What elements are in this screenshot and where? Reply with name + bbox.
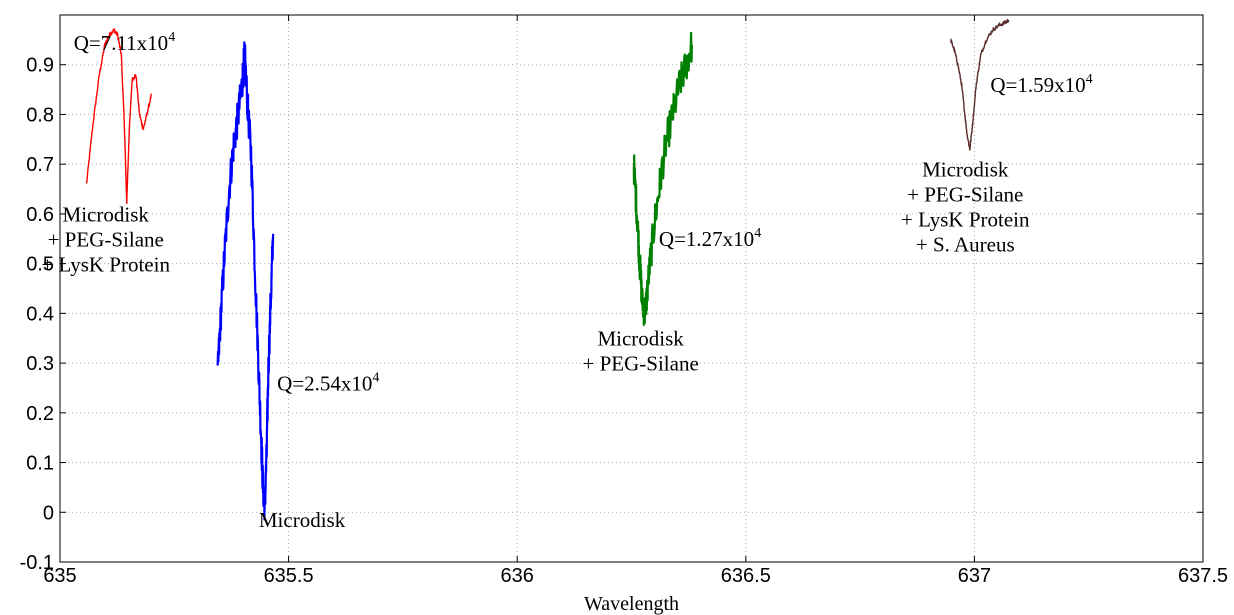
sample-label-line: + LysK Protein: [901, 208, 1030, 232]
sample-label-line: + PEG-Silane: [583, 352, 699, 376]
x-tick-label: 636.5: [721, 565, 771, 587]
y-axis-ticks: -0.1 0 0.1 0.2 0.3 0.4 0.5 0.6 0.7 0.8 0.9: [20, 55, 1203, 574]
annotations: Q=7.11x104Q=2.54x104Q=1.27x104Q=1.59x104…: [41, 30, 1092, 532]
sample-label: Microdisk: [259, 508, 346, 532]
x-axis-ticks: 635 635.5 636 636.5 637 637.5: [43, 15, 1228, 587]
y-tick-label: 0.3: [26, 353, 54, 375]
x-tick-label: 637: [958, 565, 991, 587]
x-tick-label: 635.5: [264, 565, 314, 587]
q-factor-exponent: 4: [168, 30, 175, 45]
series-line-4: [950, 18, 1010, 151]
sample-label-line: + LysK Protein: [41, 252, 170, 276]
x-tick-label: 635: [43, 565, 76, 587]
y-tick-label: 0.9: [26, 55, 54, 77]
series-line-3: [632, 31, 693, 326]
x-tick-label: 636: [501, 565, 534, 587]
q-factor-exponent: 4: [754, 226, 761, 241]
sample-label: Microdisk+ PEG-Silane+ LysK Protein: [41, 202, 170, 276]
sample-label: Microdisk+ PEG-Silane: [583, 327, 699, 376]
y-tick-label: 0.1: [26, 453, 54, 475]
q-factor-label: Q=7.11x104: [74, 30, 175, 55]
q-factor-label: Q=1.27x104: [659, 226, 761, 251]
q-factor-base: Q=7.11x10: [74, 31, 168, 55]
x-tick-label: 637.5: [1178, 565, 1228, 587]
y-tick-label: 0.7: [26, 154, 54, 176]
sample-label-line: Microdisk: [922, 158, 1009, 182]
sample-label-line: Microdisk: [259, 508, 346, 532]
y-tick-label: 0.5: [26, 254, 54, 276]
y-tick-label: 0.6: [26, 204, 54, 226]
grid-lines: [60, 15, 1203, 562]
q-factor-label: Q=1.59x104: [990, 72, 1092, 97]
x-axis-label: Wavelength: [584, 593, 679, 615]
sample-label-line: + PEG-Silane: [48, 227, 164, 251]
sample-label-line: Microdisk: [597, 327, 684, 351]
y-tick-label: 0.8: [26, 104, 54, 126]
y-tick-label: 0.4: [26, 303, 54, 325]
series-line-2: [216, 41, 275, 521]
sample-label: Microdisk+ PEG-Silane+ LysK Protein+ S. …: [901, 158, 1030, 257]
sample-label-line: + S. Aureus: [916, 233, 1015, 257]
q-factor-base: Q=1.27x10: [659, 227, 754, 251]
y-tick-label: -0.1: [20, 552, 54, 574]
sample-label-line: + PEG-Silane: [907, 183, 1023, 207]
plot-frame: [59, 14, 1204, 563]
series-lines: [85, 18, 1010, 521]
q-factor-base: Q=2.54x10: [277, 371, 372, 395]
y-tick-label: 0.2: [26, 403, 54, 425]
q-factor-exponent: 4: [372, 370, 379, 385]
sample-label-line: Microdisk: [63, 202, 150, 226]
y-tick-label: 0: [43, 502, 54, 524]
q-factor-exponent: 4: [1086, 72, 1093, 87]
q-factor-base: Q=1.59x10: [990, 73, 1085, 97]
q-factor-label: Q=2.54x104: [277, 370, 379, 395]
series-line-1: [85, 28, 152, 205]
